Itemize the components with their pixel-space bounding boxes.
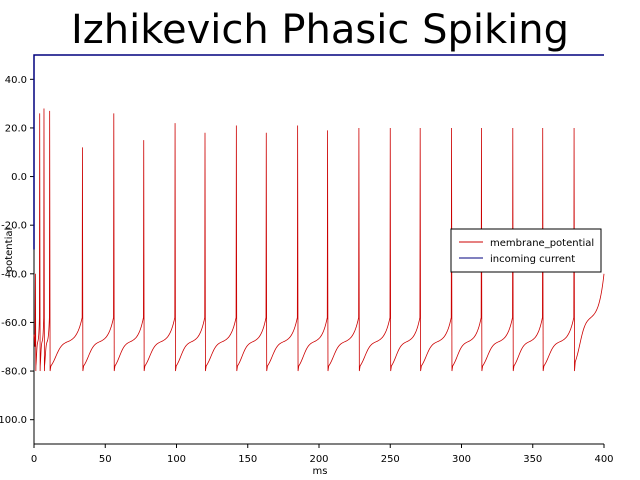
legend-label-membrane-potential: membrane_potential (490, 238, 594, 249)
x-tick-label: 50 (99, 454, 112, 465)
y-axis-label: potential (4, 228, 15, 272)
y-axis-ticks: -100.0 -80.0 -60.0 -40.0 -20.0 0.0 20.0 40.0 (0, 75, 34, 426)
x-tick-label: 300 (452, 454, 471, 465)
y-tick-label: -80.0 (1, 367, 27, 378)
x-tick-label: 200 (309, 454, 328, 465)
x-tick-label: 100 (167, 454, 186, 465)
x-axis-ticks: 0 50 100 150 200 250 300 350 400 (31, 444, 614, 465)
y-tick-label: 40.0 (5, 75, 27, 86)
legend-box (450, 228, 602, 273)
chart-title: Izhikevich Phasic Spiking (71, 7, 569, 53)
series-layer (33, 54, 605, 372)
x-tick-label: 400 (594, 454, 613, 465)
x-tick-label: 350 (523, 454, 542, 465)
series-line-incoming-current (33, 54, 604, 250)
x-tick-label: 250 (381, 454, 400, 465)
x-tick-label: 0 (31, 454, 37, 465)
y-tick-label: -100.0 (0, 415, 27, 426)
y-tick-label: -40.0 (1, 269, 27, 280)
x-axis-label: ms (313, 466, 328, 477)
y-tick-label: 20.0 (5, 123, 27, 134)
y-tick-label: 0.0 (11, 172, 27, 183)
series-line-membrane-potential (33, 108, 605, 372)
legend-label-incoming-current: incoming current (490, 254, 575, 265)
x-tick-label: 150 (238, 454, 257, 465)
legend: membrane_potential incoming current (450, 228, 602, 273)
y-tick-label: -60.0 (1, 318, 27, 329)
y-tick-label: -20.0 (1, 221, 27, 232)
